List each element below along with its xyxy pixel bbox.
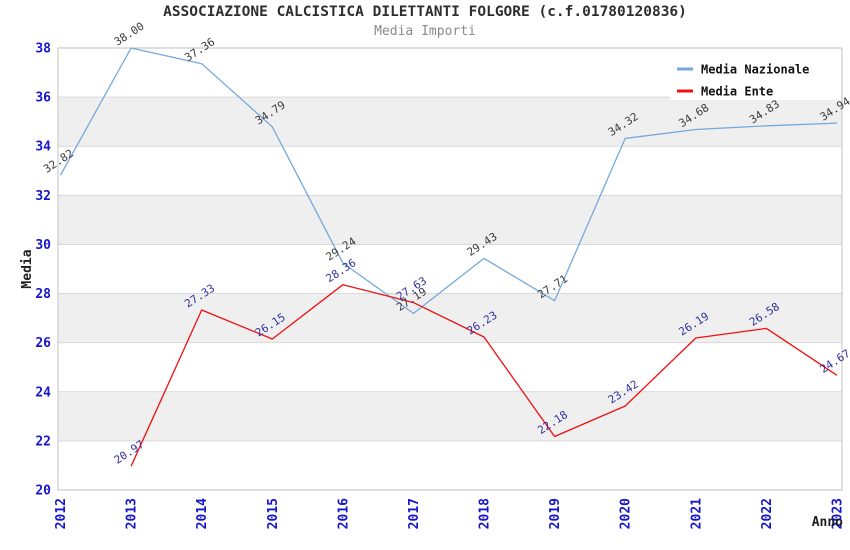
y-tick-label: 26	[35, 336, 51, 351]
legend-label: Media Nazionale	[701, 63, 809, 77]
x-tick-label: 2021	[689, 498, 704, 529]
y-tick-label: 38	[35, 42, 51, 57]
chart-title: ASSOCIAZIONE CALCISTICA DILETTANTI FOLGO…	[163, 4, 687, 20]
legend-box	[670, 51, 841, 100]
y-tick-label: 20	[35, 484, 51, 499]
y-tick-label: 22	[35, 434, 51, 449]
x-tick-label: 2018	[478, 498, 493, 529]
y-tick-label: 34	[35, 140, 51, 155]
plot-border-layer	[57, 47, 843, 491]
y-tick-label: 30	[35, 238, 51, 253]
chart-subtitle: Media Importi	[374, 24, 476, 39]
plot-band	[58, 440, 842, 490]
plot-band	[58, 146, 842, 196]
x-tick-label: 2014	[195, 498, 210, 529]
x-tick-label: 2020	[619, 498, 634, 529]
x-tick-label: 2017	[407, 498, 422, 529]
legend: Media Nazionale Media Ente	[670, 51, 841, 100]
plot-band	[58, 97, 842, 147]
plot-band	[58, 293, 842, 343]
x-tick-label: 2015	[266, 498, 281, 529]
data-label-media-nazionale: 38.00	[112, 20, 147, 49]
y-axis-title: Media	[20, 249, 35, 288]
plot-band	[58, 244, 842, 294]
x-tick-label: 2023	[831, 498, 846, 529]
series-lines	[59, 47, 838, 467]
x-axis-title: Anno	[812, 515, 843, 530]
legend-label: Media Ente	[701, 85, 773, 99]
gridlines	[58, 47, 842, 491]
y-tick-label: 28	[35, 287, 51, 302]
plot-band	[58, 342, 842, 392]
plot-border	[57, 47, 843, 491]
x-tick-label: 2022	[760, 498, 775, 529]
x-tick-label: 2012	[54, 498, 69, 529]
x-tick-label: 2019	[548, 498, 563, 529]
legend-item-media-nazionale: Media Nazionale	[677, 63, 809, 77]
series-line-media-ente	[130, 284, 838, 467]
x-tick-label: 2016	[336, 498, 351, 529]
legend-item-media-ente: Media Ente	[677, 85, 773, 99]
x-tick-label: 2013	[125, 498, 140, 529]
plot-band	[58, 195, 842, 245]
y-tick-label: 24	[35, 385, 51, 400]
y-tick-label: 32	[35, 189, 51, 204]
series-line-media-nazionale	[59, 47, 838, 315]
plot-band	[58, 391, 842, 441]
plot-bands	[58, 48, 842, 490]
y-tick-label: 36	[35, 91, 51, 106]
